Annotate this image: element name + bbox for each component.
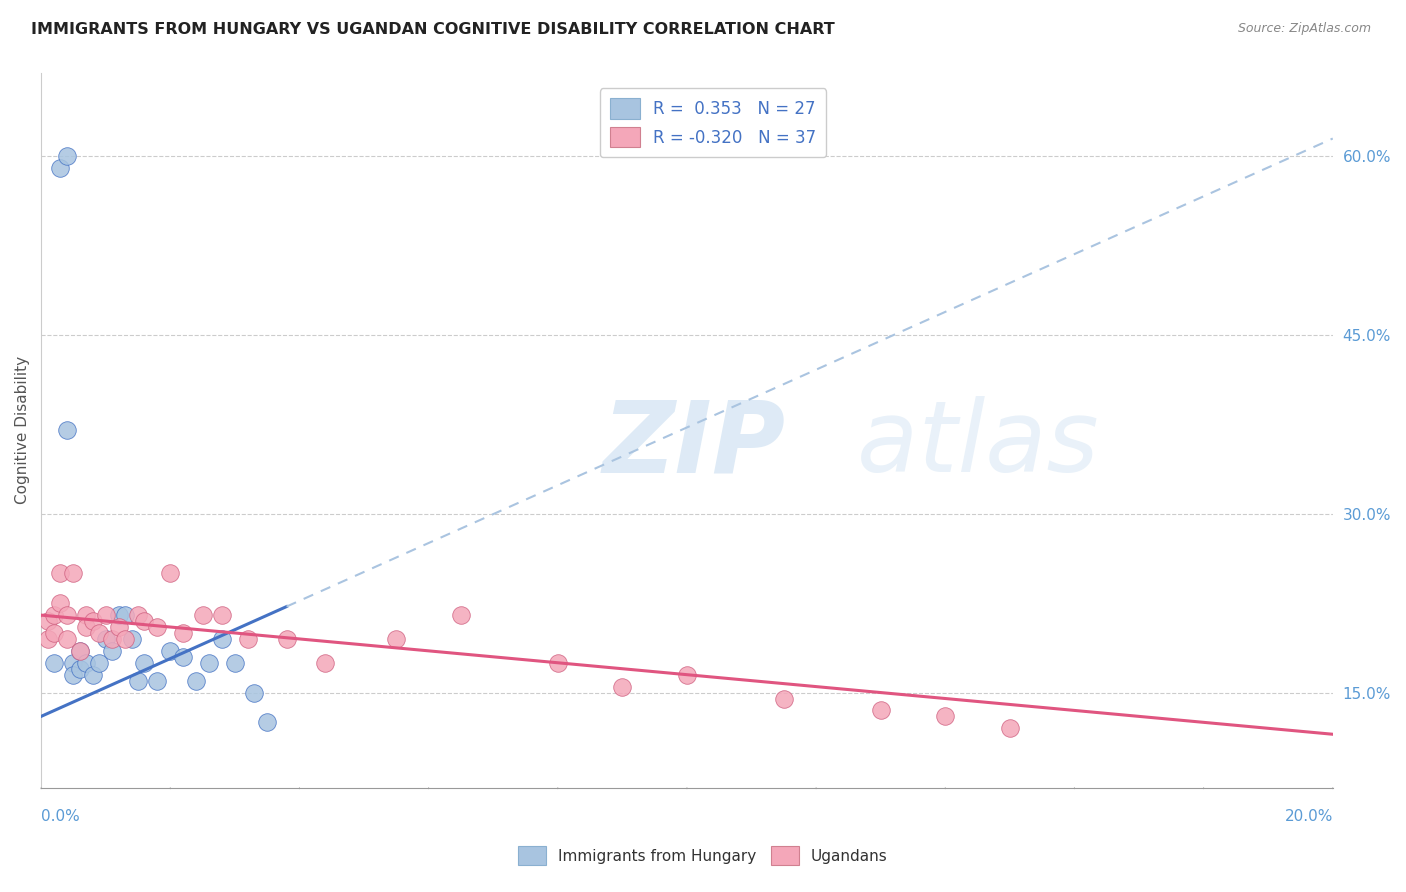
Point — [62, 667, 84, 681]
Point — [256, 715, 278, 730]
Point — [934, 709, 956, 723]
Point — [75, 620, 97, 634]
Point — [198, 656, 221, 670]
Point — [56, 632, 79, 646]
Point — [159, 566, 181, 581]
Legend: R =  0.353   N = 27, R = -0.320   N = 37: R = 0.353 N = 27, R = -0.320 N = 37 — [599, 88, 825, 158]
Point — [42, 626, 65, 640]
Text: atlas: atlas — [603, 396, 1098, 493]
Point — [243, 685, 266, 699]
Legend: Immigrants from Hungary, Ugandans: Immigrants from Hungary, Ugandans — [512, 840, 894, 871]
Point — [56, 424, 79, 438]
Text: Source: ZipAtlas.com: Source: ZipAtlas.com — [1237, 22, 1371, 36]
Point — [612, 680, 634, 694]
Point — [385, 632, 408, 646]
Point — [82, 614, 104, 628]
Point — [114, 608, 136, 623]
Point — [101, 644, 124, 658]
Point — [94, 608, 117, 623]
Point — [107, 620, 129, 634]
Point — [62, 656, 84, 670]
Point — [772, 691, 794, 706]
Point — [146, 620, 169, 634]
Point — [184, 673, 207, 688]
Point — [101, 632, 124, 646]
Point — [62, 566, 84, 581]
Point — [56, 149, 79, 163]
Point — [75, 656, 97, 670]
Point — [998, 721, 1021, 735]
Point — [89, 626, 111, 640]
Point — [121, 632, 143, 646]
Point — [89, 656, 111, 670]
Point — [236, 632, 259, 646]
Point — [450, 608, 472, 623]
Point — [172, 626, 194, 640]
Text: ZIP: ZIP — [603, 396, 786, 493]
Point — [127, 608, 149, 623]
Point — [69, 662, 91, 676]
Point — [49, 596, 72, 610]
Point — [159, 644, 181, 658]
Point — [114, 632, 136, 646]
Point — [69, 644, 91, 658]
Point — [224, 656, 246, 670]
Point — [211, 608, 233, 623]
Point — [75, 608, 97, 623]
Text: 0.0%: 0.0% — [41, 809, 80, 824]
Point — [94, 632, 117, 646]
Point — [37, 632, 59, 646]
Point — [134, 614, 156, 628]
Point — [127, 673, 149, 688]
Point — [107, 608, 129, 623]
Point — [276, 632, 298, 646]
Point — [172, 649, 194, 664]
Point — [49, 161, 72, 176]
Text: 20.0%: 20.0% — [1285, 809, 1333, 824]
Point — [676, 667, 699, 681]
Point — [547, 656, 569, 670]
Point — [49, 566, 72, 581]
Point — [69, 644, 91, 658]
Point — [211, 632, 233, 646]
Point — [191, 608, 214, 623]
Point — [314, 656, 336, 670]
Point — [42, 656, 65, 670]
Y-axis label: Cognitive Disability: Cognitive Disability — [15, 357, 30, 505]
Point — [37, 614, 59, 628]
Point — [146, 673, 169, 688]
Point — [42, 608, 65, 623]
Point — [82, 667, 104, 681]
Point — [56, 608, 79, 623]
Text: IMMIGRANTS FROM HUNGARY VS UGANDAN COGNITIVE DISABILITY CORRELATION CHART: IMMIGRANTS FROM HUNGARY VS UGANDAN COGNI… — [31, 22, 835, 37]
Point — [134, 656, 156, 670]
Point — [869, 703, 891, 717]
